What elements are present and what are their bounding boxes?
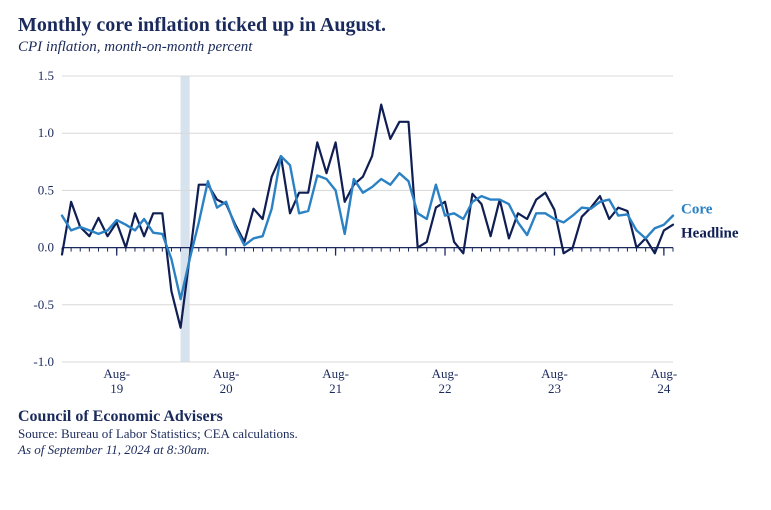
svg-text:-1.0: -1.0 <box>33 354 54 369</box>
chart-title: Monthly core inflation ticked up in Augu… <box>18 14 753 37</box>
svg-text:Aug-: Aug- <box>213 366 240 381</box>
svg-text:22: 22 <box>439 381 452 396</box>
svg-text:1.0: 1.0 <box>38 125 54 140</box>
chart-subtitle: CPI inflation, month-on-month percent <box>18 39 753 56</box>
svg-text:21: 21 <box>329 381 342 396</box>
footer-source: Source: Bureau of Labor Statistics; CEA … <box>18 426 753 442</box>
svg-text:Core: Core <box>681 202 713 218</box>
svg-text:Aug-: Aug- <box>432 366 459 381</box>
svg-text:0.0: 0.0 <box>38 240 54 255</box>
svg-text:0.5: 0.5 <box>38 182 54 197</box>
svg-text:Headline: Headline <box>681 226 739 242</box>
svg-text:Aug-: Aug- <box>103 366 130 381</box>
svg-text:23: 23 <box>548 381 561 396</box>
footer-org: Council of Economic Advisers <box>18 408 753 426</box>
svg-text:Aug-: Aug- <box>322 366 349 381</box>
svg-text:19: 19 <box>110 381 123 396</box>
svg-text:Aug-: Aug- <box>541 366 568 381</box>
inflation-chart: -1.0-0.50.00.51.01.5Aug-19Aug-20Aug-21Au… <box>18 62 753 402</box>
chart-svg: -1.0-0.50.00.51.01.5Aug-19Aug-20Aug-21Au… <box>18 62 753 402</box>
svg-text:20: 20 <box>220 381 233 396</box>
svg-text:-0.5: -0.5 <box>33 297 54 312</box>
svg-text:Aug-: Aug- <box>651 366 678 381</box>
footer-asof: As of September 11, 2024 at 8:30am. <box>18 442 753 458</box>
svg-text:1.5: 1.5 <box>38 68 54 83</box>
svg-text:24: 24 <box>657 381 671 396</box>
